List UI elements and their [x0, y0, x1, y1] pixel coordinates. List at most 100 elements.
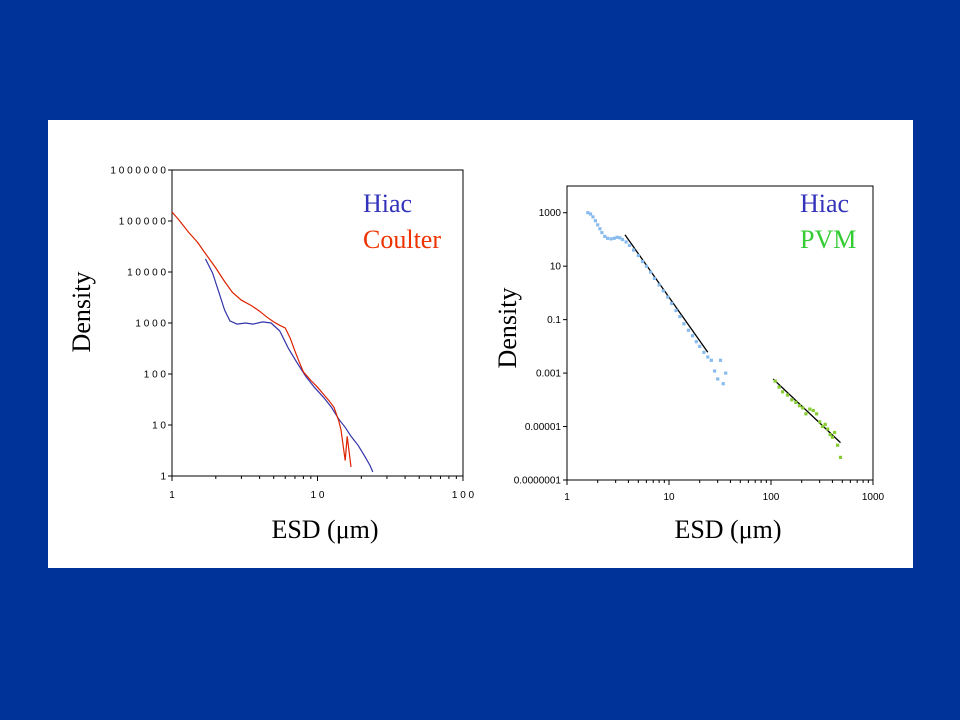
- left-x-tick-label: 1 0: [311, 490, 325, 501]
- right-point-hiac: [713, 369, 717, 373]
- right-point-hiac: [690, 334, 695, 338]
- left-plot-frame: [171, 169, 464, 477]
- right-point-hiac: [706, 355, 710, 359]
- right-point-hiac: [649, 270, 653, 274]
- right-point-hiac: [636, 253, 640, 258]
- left-series: [171, 211, 374, 473]
- right-point-hiac: [678, 315, 682, 319]
- right-point-pvm: [781, 390, 785, 394]
- right-point-pvm: [777, 385, 781, 389]
- right-legend-hiac: Hiac: [800, 189, 849, 218]
- right-point-hiac: [612, 236, 616, 240]
- right-point-pvm: [811, 408, 815, 413]
- right-x-tick-label: 100: [763, 492, 780, 503]
- left-legend-coulter: Coulter: [363, 225, 441, 254]
- right-point-hiac: [694, 340, 698, 344]
- right-x-tick-label: 10: [663, 492, 675, 503]
- right-point-pvm: [826, 427, 830, 431]
- right-point-hiac: [620, 237, 625, 242]
- right-y-tick-label: 1000: [539, 208, 562, 219]
- right-point-hiac: [724, 371, 728, 375]
- right-point-pvm: [820, 424, 825, 429]
- left-series-coulter-line: [171, 211, 352, 468]
- right-x-tick-label: 1: [564, 492, 570, 503]
- right-point-hiac: [682, 322, 686, 326]
- right-y-tick-label: 10: [550, 262, 562, 273]
- right-point-pvm: [797, 404, 801, 408]
- right-y-tick-label: 0.001: [536, 369, 561, 380]
- right-point-pvm: [773, 379, 777, 383]
- right-y-tick-label: 0.1: [547, 315, 561, 326]
- left-y-tick-label: 1 0 0 0 0 0 0: [110, 166, 166, 177]
- right-point-hiac: [686, 328, 690, 332]
- right-point-pvm: [838, 455, 843, 459]
- right-series: [586, 211, 843, 459]
- right-point-pvm: [794, 400, 798, 404]
- right-point-hiac: [709, 358, 713, 362]
- right-point-pvm: [836, 443, 840, 447]
- right-point-hiac: [698, 344, 702, 348]
- left-y-tick-label: 1 0: [152, 421, 166, 432]
- right-point-pvm: [804, 412, 808, 416]
- left-x-tick-label: 1: [169, 490, 175, 501]
- left-y-tick-label: 1 0 0: [144, 370, 167, 381]
- right-x-axis-title: ESD (μm): [674, 515, 781, 544]
- right-point-hiac: [591, 215, 595, 219]
- left-y-tick-label: 1: [160, 472, 166, 483]
- right-point-hiac: [603, 234, 607, 238]
- right-point-hiac: [627, 243, 632, 247]
- right-point-hiac: [644, 264, 648, 268]
- right-fit-line-hiac: [624, 234, 709, 353]
- right-point-hiac: [618, 236, 622, 240]
- right-point-hiac: [670, 301, 674, 306]
- left-ticks: 1 1 0 1 0 0 1 0 0 0 1 0 0 0 0 1 0 0 0 0 0 1 0 …: [110, 166, 474, 502]
- right-point-pvm: [790, 398, 794, 402]
- right-point-pvm: [818, 420, 822, 424]
- charts-svg: 1 1 0 1 0 0 1 0 0 0 1 0 0 0 0 1 0 0 0 0 0 1 0 …: [67, 166, 885, 545]
- right-point-hiac: [593, 219, 597, 223]
- right-point-pvm: [833, 430, 837, 435]
- right-point-pvm: [801, 406, 805, 410]
- right-point-hiac: [661, 289, 665, 293]
- right-fit-lines: [624, 234, 841, 444]
- right-point-hiac: [657, 283, 661, 287]
- right-point-hiac: [598, 227, 602, 231]
- right-point-hiac: [702, 350, 706, 354]
- right-point-pvm: [808, 407, 812, 411]
- slide-panel: 1 1 0 1 0 0 1 0 0 0 1 0 0 0 0 1 0 0 0 0 0 1 0 …: [48, 120, 913, 568]
- right-point-hiac: [721, 382, 725, 386]
- left-y-tick-label: 1 0 0 0: [135, 319, 166, 330]
- right-point-hiac: [632, 248, 636, 252]
- right-point-hiac: [640, 259, 645, 264]
- right-x-tick-label: 1000: [862, 492, 885, 503]
- left-chart: 1 1 0 1 0 0 1 0 0 0 1 0 0 0 0 1 0 0 0 0 0 1 0 …: [67, 166, 475, 545]
- right-point-hiac: [674, 308, 678, 313]
- right-point-hiac: [666, 295, 670, 299]
- right-point-hiac: [596, 223, 600, 227]
- right-point-hiac: [624, 240, 628, 244]
- right-point-hiac: [588, 212, 593, 216]
- left-legend-hiac: Hiac: [363, 189, 412, 218]
- left-y-tick-label: 1 0 0 0 0 0: [119, 217, 167, 228]
- right-point-pvm: [828, 433, 832, 437]
- right-point-hiac: [718, 358, 723, 362]
- left-x-axis-title: ESD (μm): [271, 515, 378, 544]
- right-plot-frame: [566, 185, 874, 481]
- right-legend-pvm: PVM: [800, 225, 856, 254]
- right-point-pvm: [815, 412, 819, 416]
- right-y-tick-label: 0.0000001: [514, 476, 562, 487]
- right-point-pvm: [823, 422, 827, 426]
- right-point-pvm: [830, 435, 834, 439]
- right-point-hiac: [652, 276, 656, 280]
- right-point-hiac: [615, 235, 619, 239]
- right-point-hiac: [716, 377, 720, 381]
- right-point-pvm: [785, 393, 790, 397]
- right-y-axis-title: Density: [493, 288, 522, 369]
- right-point-hiac: [586, 211, 590, 215]
- right-point-hiac: [600, 231, 604, 235]
- left-y-axis-title: Density: [67, 272, 96, 353]
- right-y-tick-label: 0.00001: [525, 422, 562, 433]
- right-point-hiac: [606, 236, 610, 240]
